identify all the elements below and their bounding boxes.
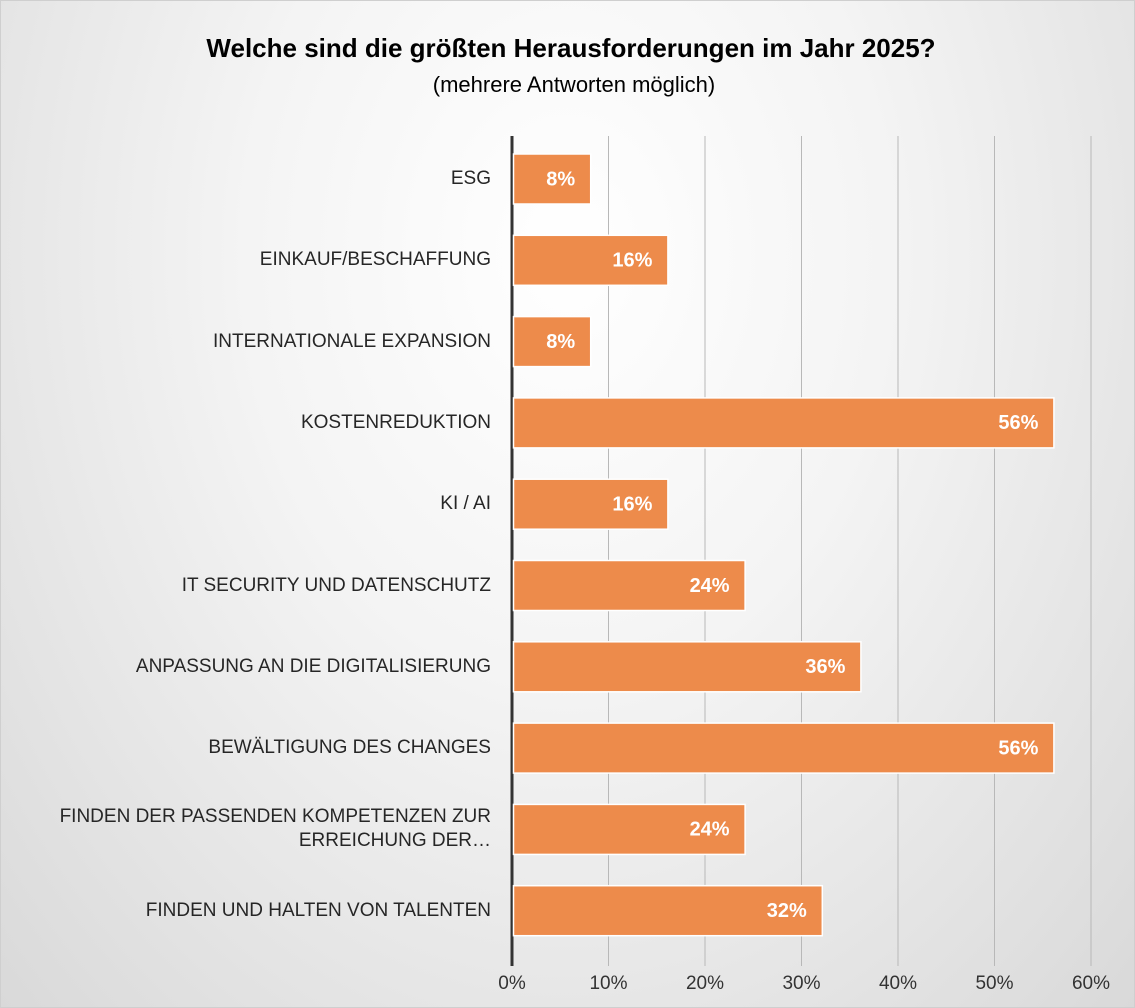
y-tick-label: KOSTENREDUKTION	[300, 411, 491, 433]
value-label: 16%	[612, 250, 652, 272]
x-tick-label: 60%	[1072, 973, 1110, 994]
chart-title: Welche sind die größten Herausforderunge…	[206, 33, 936, 63]
bar	[512, 559, 746, 612]
x-tick-label: 40%	[879, 973, 917, 994]
bar	[512, 641, 862, 693]
chart-subtitle: (mehrere Antworten möglich)	[432, 72, 716, 97]
y-tick-label: FINDEN DER PASSENDEN KOMPETENZEN ZUR ERR…	[59, 806, 491, 852]
x-tick-label: 20%	[686, 973, 724, 994]
y-tick-label: BEWÄLTIGUNG DES CHANGES	[208, 737, 491, 759]
bar	[512, 478, 669, 530]
bar	[512, 397, 1055, 449]
bar	[512, 722, 1055, 774]
value-label: 24%	[690, 575, 730, 597]
title-block: Welche sind die größten Herausforderunge…	[171, 31, 971, 102]
value-label: 24%	[690, 819, 730, 841]
value-label: 16%	[612, 493, 652, 515]
value-label: 8%	[546, 331, 575, 353]
x-tick-label: 30%	[782, 973, 820, 994]
bar	[512, 234, 669, 287]
bar	[512, 153, 592, 205]
bar	[512, 315, 592, 368]
y-tick-label: KI / AI	[440, 493, 491, 515]
x-tick-label: 0%	[498, 973, 526, 994]
bar	[512, 803, 746, 856]
y-tick-label: FINDEN UND HALTEN VON TALENTEN	[145, 899, 491, 921]
value-label: 56%	[998, 737, 1038, 759]
x-tick-label: 10%	[589, 973, 627, 994]
bar	[512, 884, 824, 937]
y-tick-label: ESG	[450, 168, 491, 189]
y-tick-label: INTERNATIONALE EXPANSION	[212, 330, 491, 352]
value-label: 36%	[805, 656, 845, 678]
y-tick-label: ANPASSUNG AN DIE DIGITALISIERUNG	[135, 655, 491, 677]
value-label: 8%	[546, 168, 575, 190]
value-label: 56%	[998, 412, 1038, 434]
value-label: 32%	[767, 900, 807, 922]
y-tick-label: EINKAUF/BESCHAFFUNG	[259, 249, 491, 271]
y-tick-label: IT SECURITY UND DATENSCHUTZ	[181, 574, 491, 596]
x-tick-label: 50%	[975, 973, 1013, 994]
